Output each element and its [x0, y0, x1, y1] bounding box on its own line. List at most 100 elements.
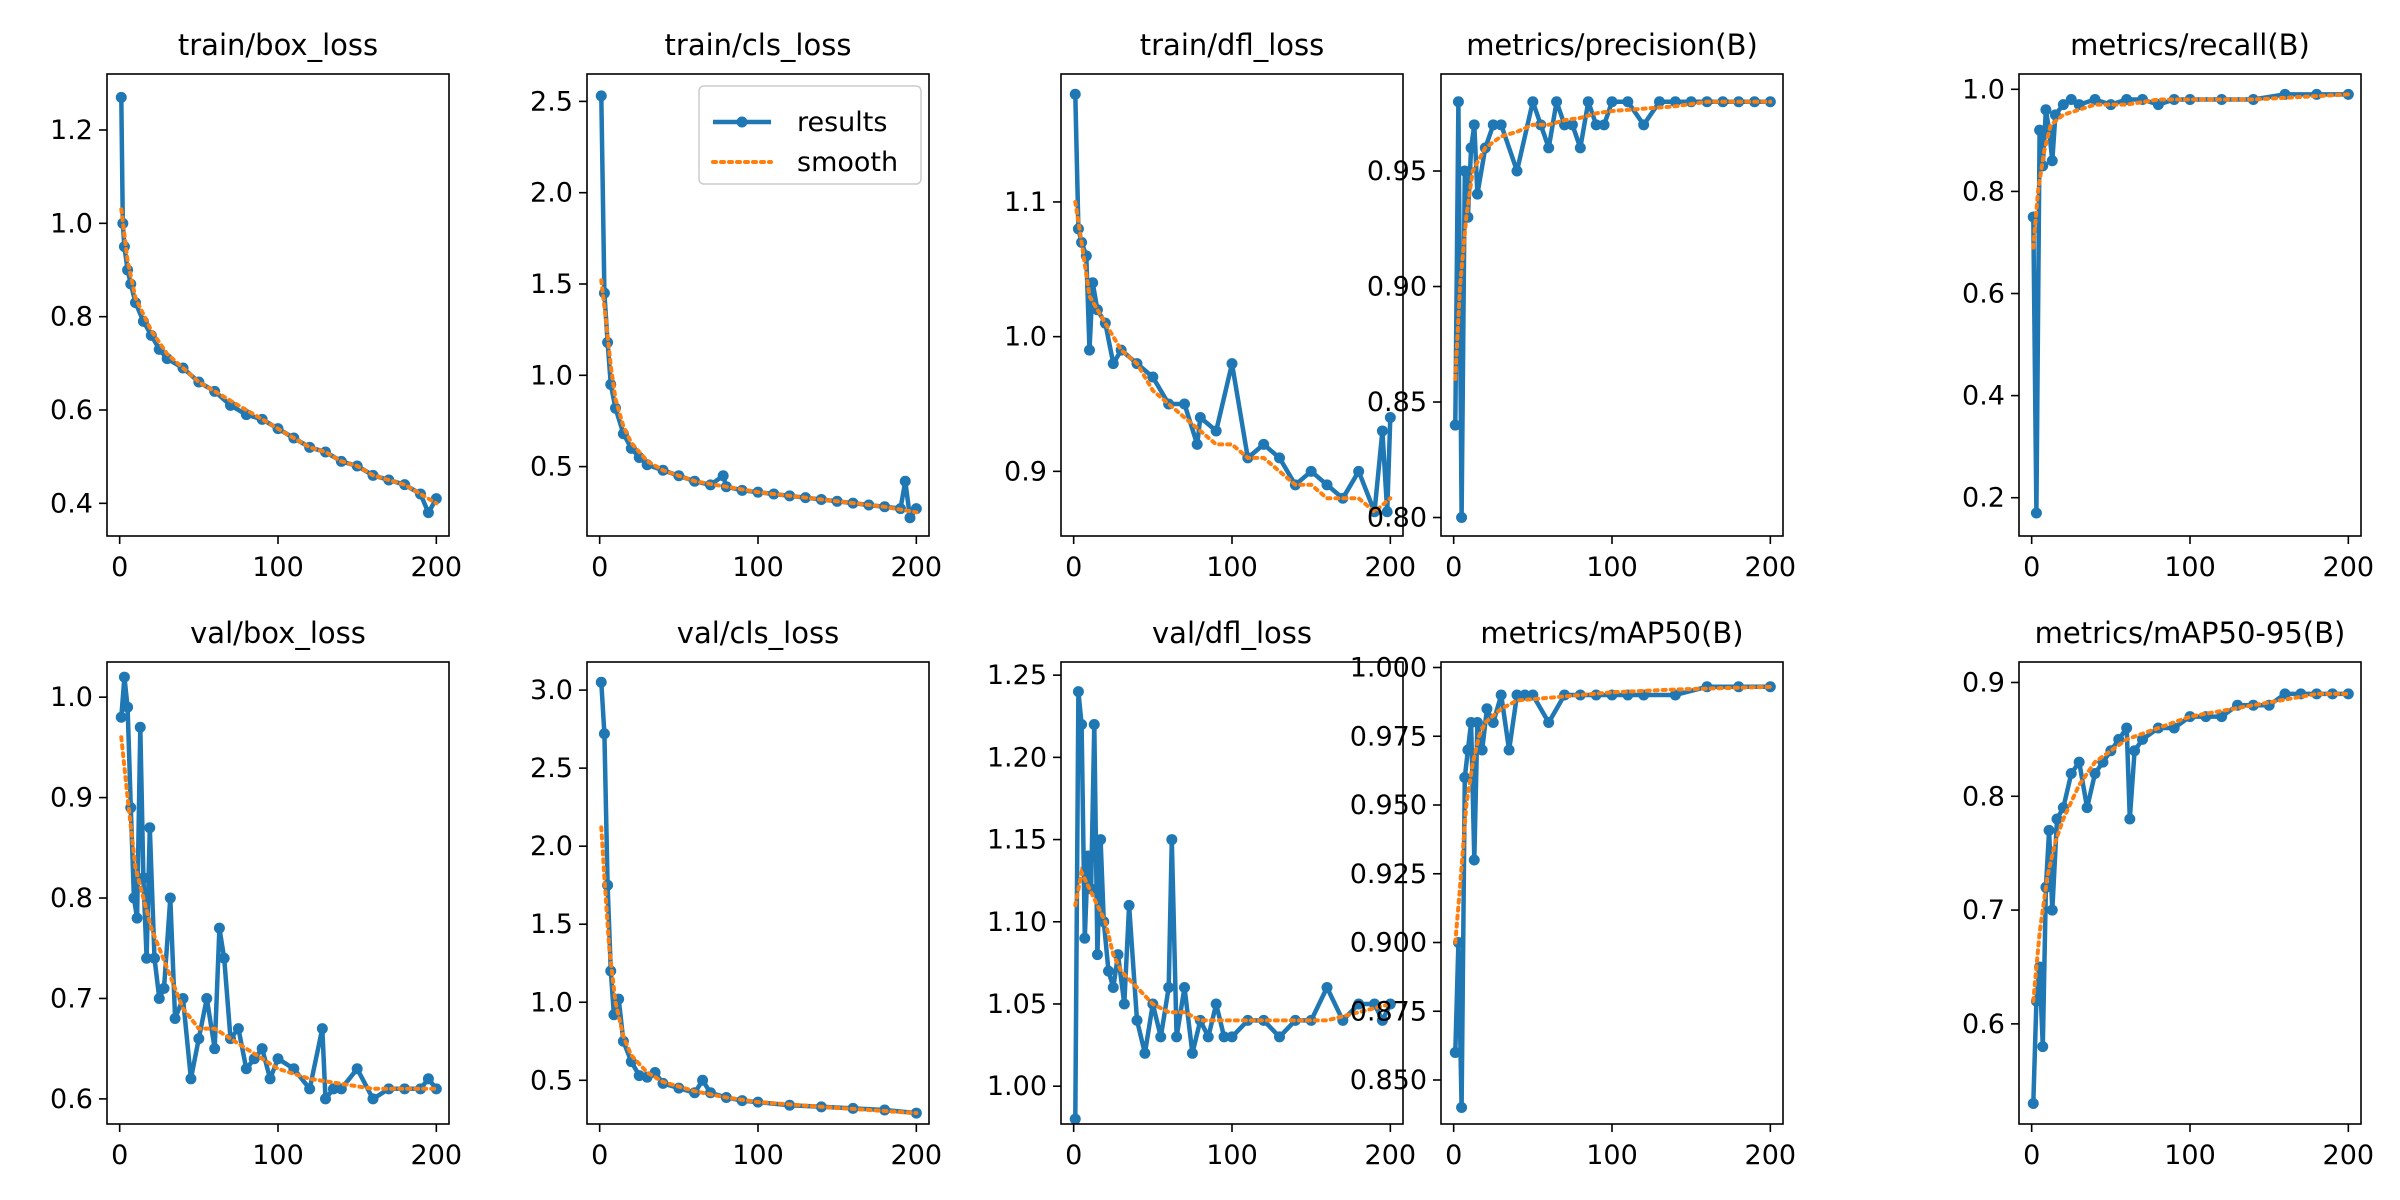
- y-tick-label: 0.9: [1962, 667, 2005, 698]
- y-tick-label: 0.875: [1350, 996, 1427, 1027]
- results-point: [1179, 982, 1190, 994]
- results-point: [256, 1043, 268, 1055]
- results-point: [1087, 277, 1099, 289]
- results-point: [1381, 506, 1393, 518]
- results-point: [2168, 94, 2180, 106]
- results-point: [1353, 465, 1365, 477]
- results-point: [128, 892, 140, 904]
- results-point: [2129, 745, 2141, 757]
- y-tick-label: 0.950: [1350, 790, 1427, 821]
- results-point: [399, 1083, 411, 1095]
- results-point: [1274, 1031, 1285, 1043]
- results-point: [383, 1083, 395, 1095]
- y-tick-label: 1.15: [987, 825, 1047, 856]
- results-point: [422, 1073, 434, 1085]
- y-tick-label: 0.900: [1350, 928, 1427, 959]
- results-point: [2121, 722, 2133, 734]
- results-point: [149, 952, 160, 964]
- y-tick-label: 1.25: [987, 660, 1047, 691]
- y-tick-label: 0.7: [50, 983, 93, 1014]
- results-point: [2124, 813, 2136, 825]
- y-tick-label: 1.0: [530, 987, 573, 1018]
- results-point: [595, 676, 607, 688]
- results-point: [2089, 94, 2101, 106]
- subplot-10: metrics/mAP50-95(B) 0 100 200 0.6 0.7 0.8 0.9: [1962, 616, 2374, 1171]
- subplot-title: train/cls_loss: [665, 28, 852, 62]
- y-tick-label: 1.20: [987, 742, 1047, 773]
- results-point: [904, 512, 916, 524]
- results-point: [158, 982, 170, 994]
- results-point: [1072, 686, 1084, 698]
- results-point: [422, 507, 434, 519]
- plot-area: [115, 671, 442, 1105]
- results-point: [1527, 96, 1539, 108]
- results-point: [430, 493, 442, 505]
- results-point: [218, 952, 230, 964]
- results-point: [697, 1074, 709, 1086]
- results-point: [2034, 124, 2046, 136]
- results-point: [1258, 438, 1270, 450]
- results-point: [1095, 834, 1107, 846]
- results-point: [1103, 965, 1114, 977]
- y-tick-label: 0.8: [50, 883, 93, 914]
- results-point: [1218, 1031, 1230, 1043]
- y-tick-label: 2.5: [530, 86, 573, 117]
- subplot-title: train/box_loss: [178, 28, 378, 62]
- y-tick-label: 0.85: [1367, 387, 1427, 418]
- x-tick-label: 100: [1206, 1140, 1258, 1171]
- results-point: [1622, 96, 1634, 108]
- y-tick-label: 0.80: [1367, 503, 1427, 534]
- results-point: [1210, 425, 1222, 437]
- results-point: [1112, 949, 1124, 961]
- results-point: [209, 1043, 221, 1055]
- subplot-title: metrics/recall(B): [2070, 28, 2310, 62]
- legend-smooth-label: smooth: [797, 147, 898, 178]
- results-point: [1654, 96, 1665, 108]
- results-point: [2216, 711, 2228, 723]
- legend-results-marker: [736, 116, 748, 128]
- results-point: [2057, 99, 2069, 111]
- x-tick-label: 0: [1065, 552, 1082, 583]
- results-point: [1590, 119, 1602, 131]
- results-point: [153, 992, 165, 1004]
- results-point: [164, 892, 176, 904]
- x-tick-label: 200: [891, 1140, 943, 1171]
- smooth-line: [2031, 92, 2351, 250]
- results-point: [1376, 1014, 1388, 1026]
- smooth-line: [1073, 200, 1393, 515]
- x-tick-label: 200: [411, 1140, 463, 1171]
- y-tick-label: 1.5: [530, 909, 573, 940]
- results-point: [2046, 155, 2058, 167]
- results-point: [1069, 88, 1081, 100]
- results-point: [1543, 142, 1555, 154]
- results-point: [1487, 119, 1499, 131]
- results-point: [1566, 119, 1578, 131]
- x-tick-label: 200: [2323, 552, 2375, 583]
- subplot-9: metrics/mAP50(B) 0 100 200 0.850 0.875 0.900 0.…: [1350, 616, 1796, 1171]
- results-point: [1155, 1031, 1167, 1043]
- results-point: [1669, 689, 1681, 701]
- results-point: [1305, 465, 1317, 477]
- results-point: [1321, 479, 1333, 491]
- results-point: [118, 671, 130, 683]
- smooth-line: [599, 825, 919, 1116]
- results-point: [1495, 119, 1507, 131]
- results-point: [1449, 1047, 1461, 1058]
- results-point: [1123, 899, 1135, 911]
- subplot-title: metrics/mAP50-95(B): [2035, 616, 2346, 650]
- results-point: [1194, 411, 1206, 423]
- results-point: [2046, 904, 2058, 916]
- legend-box: [698, 85, 922, 185]
- y-tick-label: 1.0: [1004, 322, 1047, 353]
- y-tick-label: 0.6: [50, 1084, 93, 1115]
- results-point: [2040, 104, 2052, 116]
- y-tick-label: 0.2: [1962, 483, 2005, 514]
- results-point: [2037, 1041, 2049, 1053]
- plot-area: [1069, 88, 1396, 518]
- results-point: [1551, 96, 1563, 108]
- results-point: [1582, 96, 1594, 108]
- results-point: [1476, 744, 1488, 756]
- y-tick-label: 0.6: [50, 395, 93, 426]
- results-point: [1471, 717, 1483, 728]
